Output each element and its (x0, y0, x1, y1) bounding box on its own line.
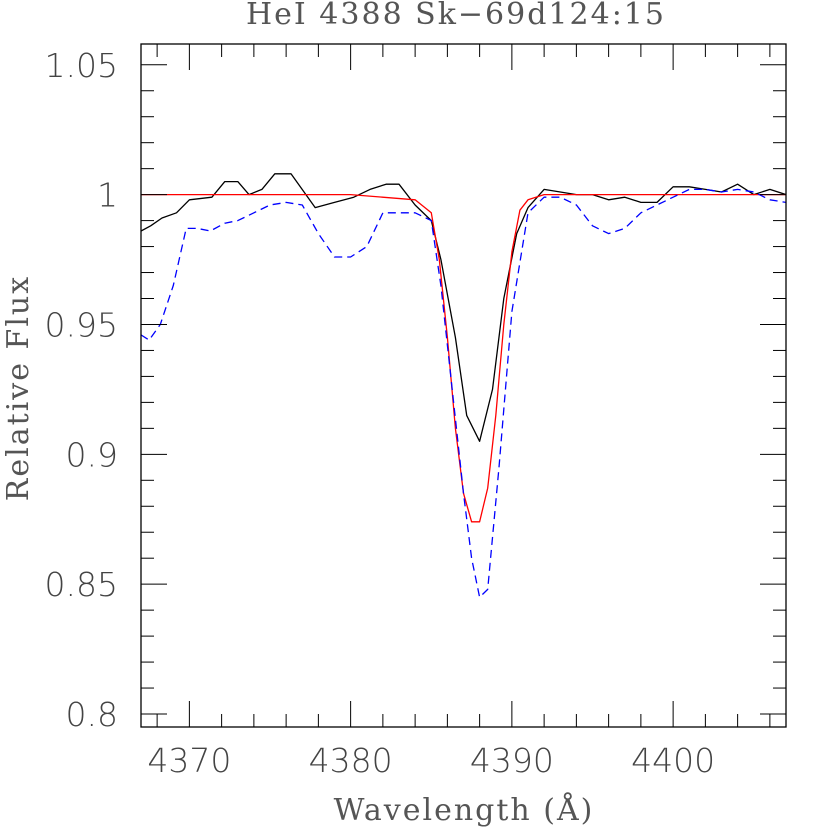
x-tick-label: 4390 (470, 741, 554, 780)
y-tick-label: 1 (97, 176, 118, 215)
x-tick-label: 4400 (631, 741, 715, 780)
chart-title: HeI 4388 Sk−69d124:15 (246, 0, 666, 32)
series-line-3 (141, 188, 786, 598)
y-tick-label: 0.95 (45, 305, 118, 344)
x-tick-label: 4370 (147, 741, 231, 780)
series-line-2 (141, 193, 786, 523)
tick-labels: 4370 4380 4390 4400 0.8 0.85 0.9 0.95 1 1.05 (45, 46, 716, 780)
y-tick-label: 0.8 (66, 695, 118, 734)
y-tick-label: 0.9 (66, 435, 118, 474)
y-axis-label: Relative Flux (1, 275, 36, 501)
y-tick-label: 0.85 (45, 565, 118, 604)
plot-area (141, 173, 786, 598)
plot-frame (140, 43, 787, 728)
y-tick-label: 1.05 (45, 46, 118, 85)
x-tick-label: 4380 (309, 741, 393, 780)
x-axis-label: Wavelength (Å) (334, 792, 595, 828)
axis-ticks (141, 44, 786, 727)
series-line-1 (141, 173, 786, 442)
